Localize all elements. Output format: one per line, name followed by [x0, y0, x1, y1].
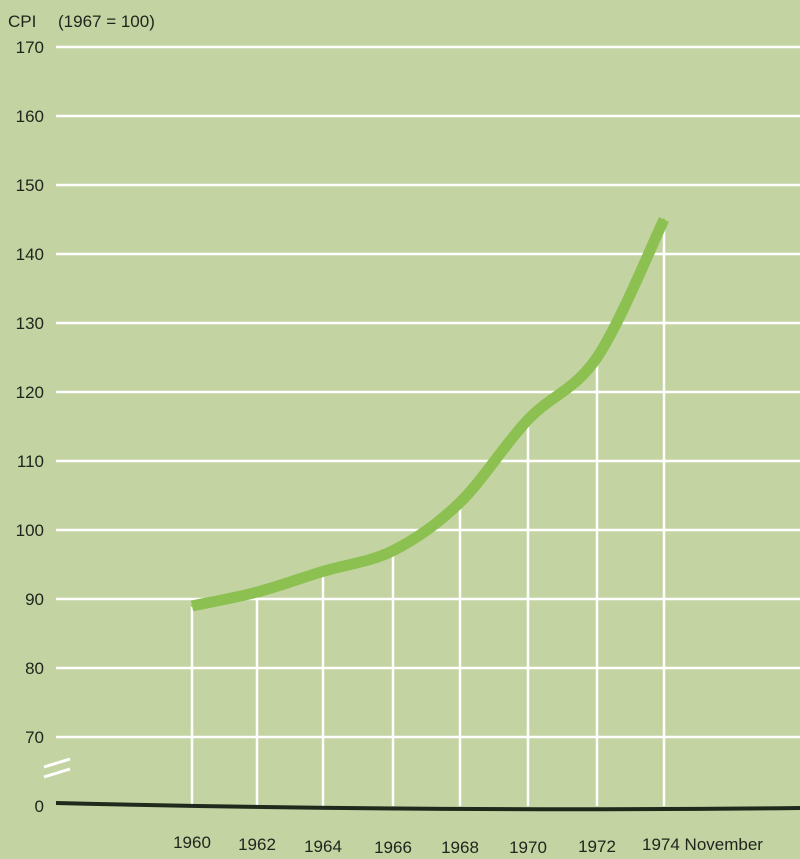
data-point-1964: [322, 570, 324, 573]
data-point-1970: [527, 418, 529, 421]
x-tick-label: 1972: [578, 837, 616, 856]
grid-lines: [56, 45, 800, 739]
y-tick-label: 150: [16, 176, 44, 195]
y-tick-label: 170: [16, 38, 44, 57]
y-axis-break-mark: [43, 757, 71, 779]
y-tick-label: 140: [16, 245, 44, 264]
y-tick-label: 90: [25, 590, 44, 609]
y-tick-label: 100: [16, 521, 44, 540]
zero-baseline-line: [55, 801, 800, 812]
year-drop-lines: [190, 219, 666, 806]
x-tick-label: 1970: [509, 838, 547, 857]
x-tick-label: 1964: [304, 837, 342, 856]
data-point-1974: [663, 218, 665, 221]
data-point-1972: [596, 356, 598, 359]
x-tick-label: 1974 November: [642, 835, 763, 854]
x-tick-label: 1962: [238, 835, 276, 854]
y-tick-label: 160: [16, 107, 44, 126]
cpi-series-line: [190, 217, 669, 612]
y-tick-label: 70: [25, 728, 44, 747]
y-axis-title-note: (1967 = 100): [58, 12, 155, 31]
x-tick-labels: 1960 1962 1964 1966 1968 1970 1972 1974 Novembe…: [173, 833, 763, 857]
x-tick-label: 1968: [441, 838, 479, 857]
y-tick-label: 130: [16, 314, 44, 333]
y-axis-title: CPI: [8, 12, 36, 31]
y-tick-labels: 170 160 150 140 130 120 110 100 90 80 70 0: [16, 38, 44, 816]
x-tick-label: 1960: [173, 833, 211, 852]
y-tick-label: 80: [25, 659, 44, 678]
x-tick-label: 1966: [374, 838, 412, 857]
y-tick-label: 0: [35, 797, 44, 816]
data-point-1962: [256, 591, 258, 594]
zero-baseline: [55, 801, 800, 812]
data-point-1966: [392, 549, 394, 552]
data-point-1968: [459, 501, 461, 504]
y-tick-label: 110: [17, 452, 44, 471]
y-tick-label: 120: [16, 383, 44, 402]
cpi-series: [190, 217, 669, 612]
data-point-1960: [191, 604, 193, 607]
